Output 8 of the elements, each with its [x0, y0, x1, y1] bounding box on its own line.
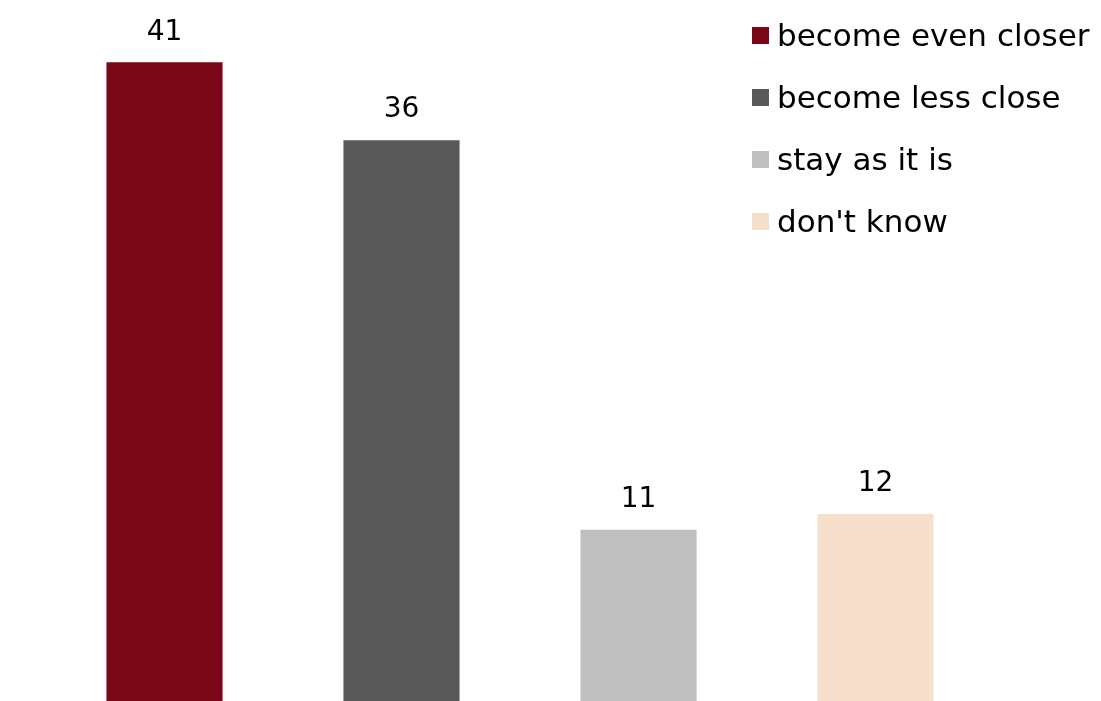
legend-label: become even closer [777, 17, 1090, 53]
legend-label: don't know [777, 203, 948, 239]
data-label: 12 [857, 465, 894, 499]
data-label: 36 [383, 91, 420, 125]
legend-label: become less close [777, 79, 1061, 115]
legend-label: stay as it is [777, 141, 953, 177]
data-label: 11 [620, 480, 657, 514]
data-label: 41 [146, 13, 183, 47]
